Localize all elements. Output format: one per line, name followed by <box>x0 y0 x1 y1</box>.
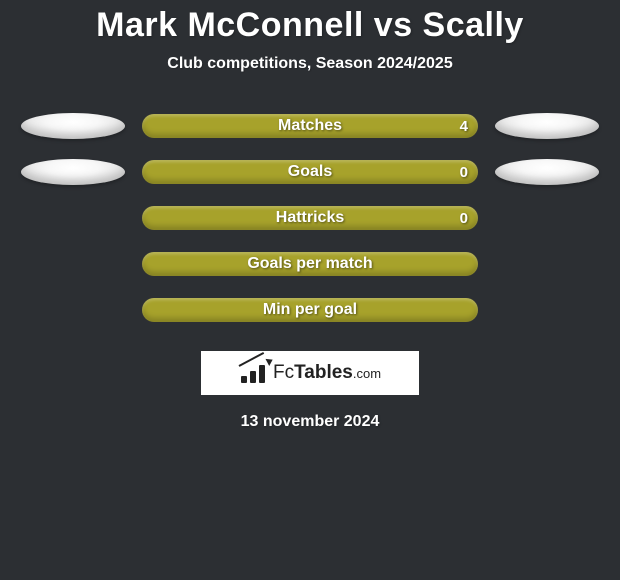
stat-bar: Goals 0 <box>142 160 478 184</box>
fctables-logo-text: Fc Tables .com <box>273 362 381 384</box>
right-slot <box>488 287 606 333</box>
logo-fc: Fc <box>273 362 294 384</box>
stat-label: Min per goal <box>263 301 357 319</box>
stat-label: Hattricks <box>276 209 344 227</box>
barchart-arrow-icon <box>239 363 269 383</box>
stat-label: Goals per match <box>247 255 372 273</box>
right-slot <box>488 149 606 195</box>
stat-row: Matches 4 <box>0 103 620 149</box>
right-slot <box>488 195 606 241</box>
stat-bar: Min per goal <box>142 298 478 322</box>
stat-right-value: 0 <box>460 210 468 227</box>
left-slot <box>14 241 132 287</box>
left-ellipse <box>21 113 125 139</box>
left-slot <box>14 195 132 241</box>
right-ellipse <box>495 159 599 185</box>
stat-row: Goals 0 <box>0 149 620 195</box>
logo-com: .com <box>353 366 381 381</box>
stat-bar: Goals per match <box>142 252 478 276</box>
logo-tables: Tables <box>294 362 353 384</box>
stat-label: Goals <box>288 163 332 181</box>
right-slot <box>488 103 606 149</box>
left-slot <box>14 287 132 333</box>
stat-bar: Matches 4 <box>142 114 478 138</box>
right-ellipse <box>495 113 599 139</box>
stat-right-value: 0 <box>460 164 468 181</box>
fctables-logo: Fc Tables .com <box>201 351 419 395</box>
stat-label: Matches <box>278 117 342 135</box>
right-slot <box>488 241 606 287</box>
stats-rows: Matches 4 Goals 0 Hattricks 0 Goals per match M… <box>0 103 620 333</box>
stat-row: Hattricks 0 <box>0 195 620 241</box>
date-text: 13 november 2024 <box>0 413 620 431</box>
left-slot <box>14 149 132 195</box>
subtitle: Club competitions, Season 2024/2025 <box>0 55 620 73</box>
stat-row: Goals per match <box>0 241 620 287</box>
left-slot <box>14 103 132 149</box>
stat-right-value: 4 <box>460 118 468 135</box>
page-title: Mark McConnell vs Scally <box>0 6 620 45</box>
stat-row: Min per goal <box>0 287 620 333</box>
stat-bar: Hattricks 0 <box>142 206 478 230</box>
left-ellipse <box>21 159 125 185</box>
